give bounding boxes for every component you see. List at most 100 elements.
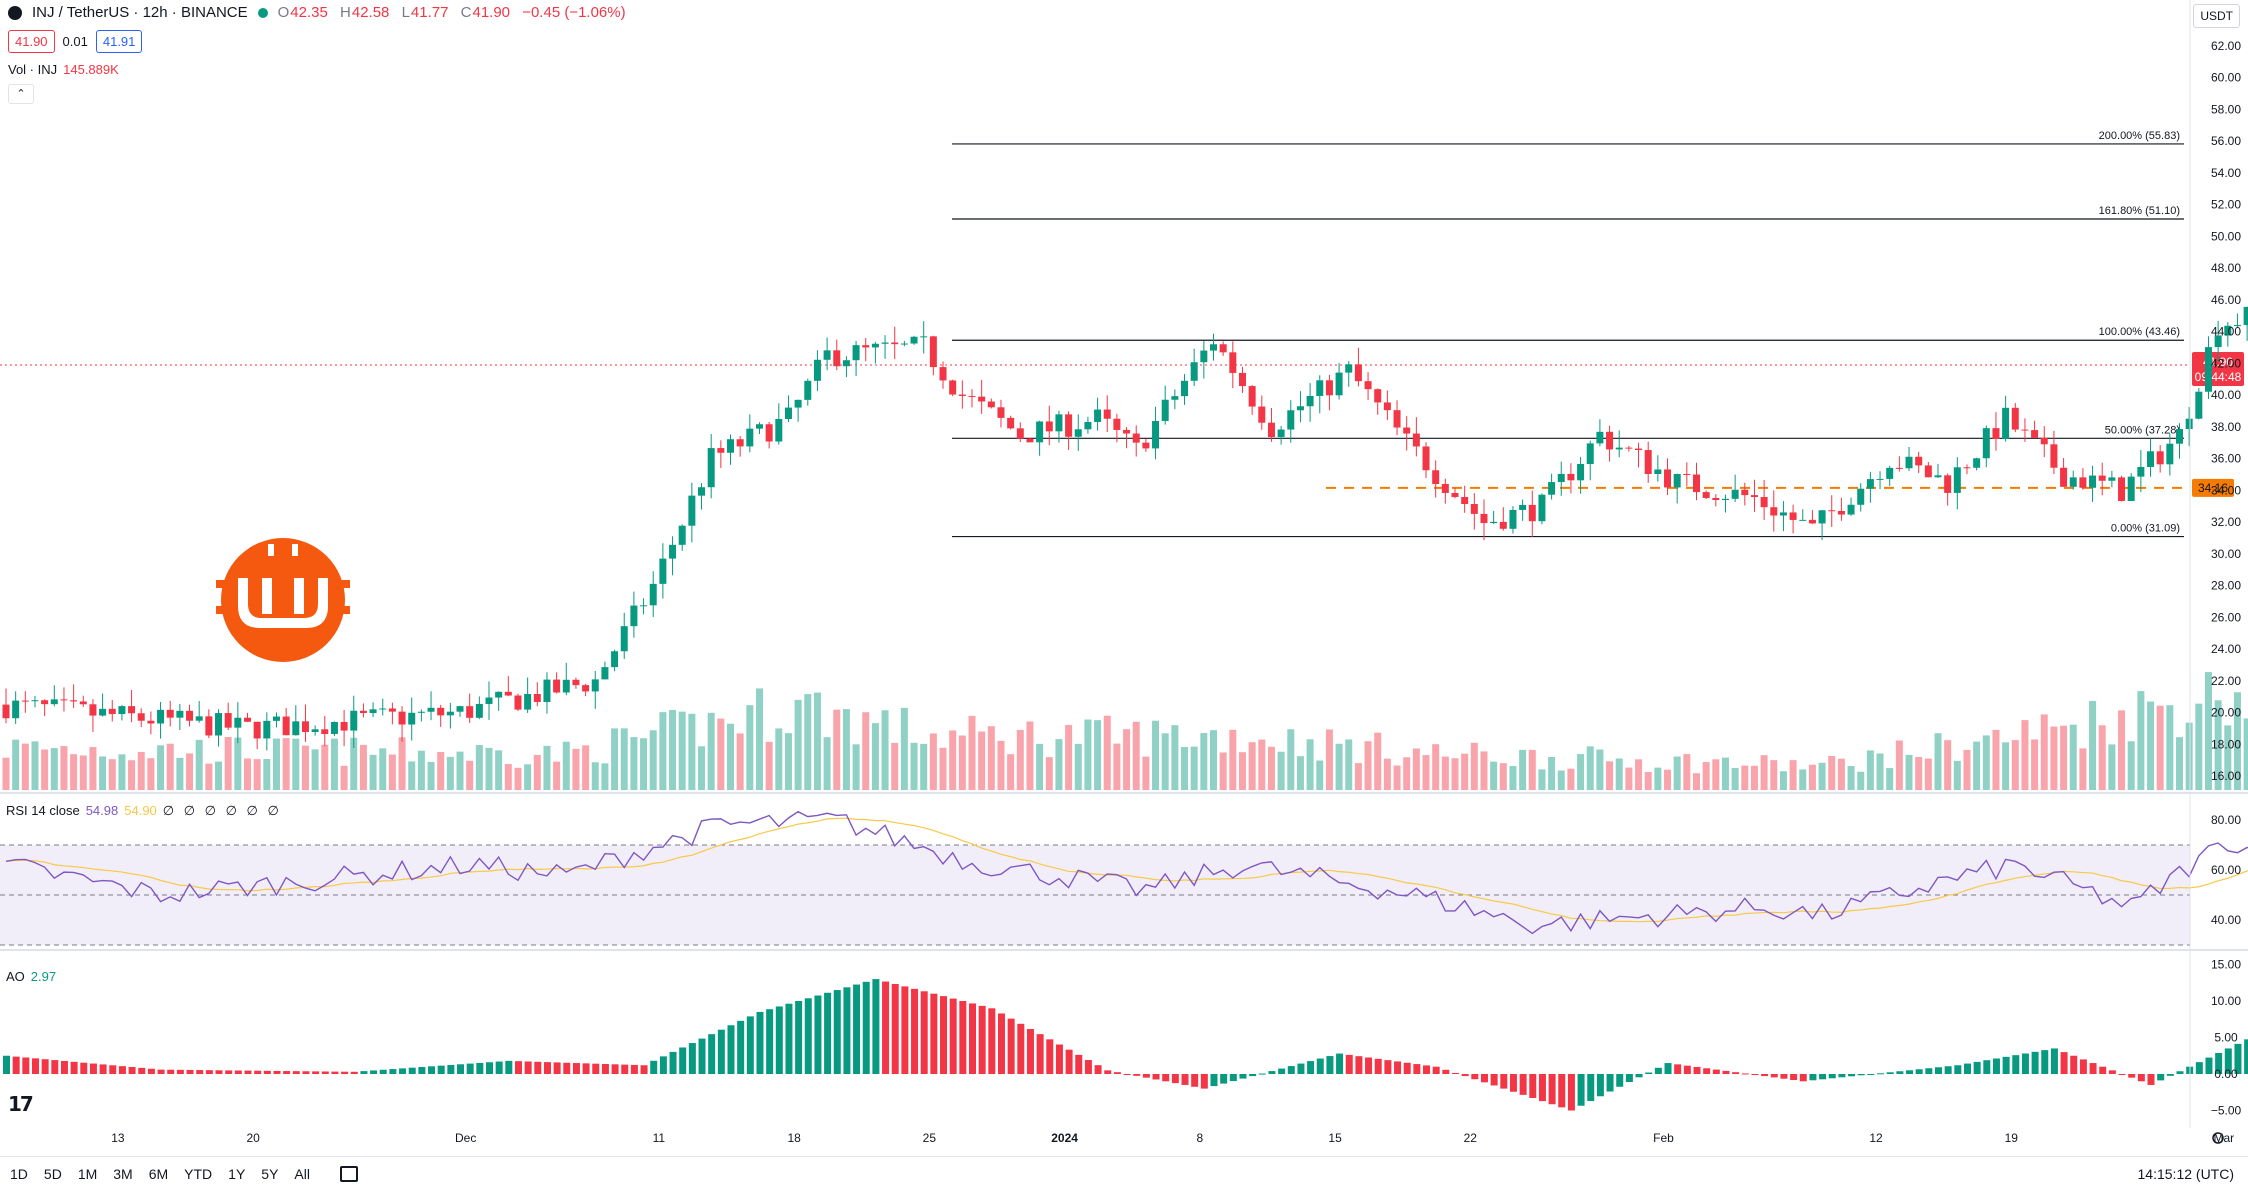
- candle-body: [824, 350, 831, 359]
- ao-bar: [1346, 1055, 1353, 1074]
- volume-bar: [688, 714, 695, 790]
- ao-bar: [1481, 1074, 1488, 1082]
- ao-bar: [592, 1064, 599, 1074]
- range-6m[interactable]: 6M: [149, 1166, 168, 1182]
- candle-body: [717, 448, 724, 453]
- volume-bar: [514, 768, 521, 790]
- range-5y[interactable]: 5Y: [261, 1166, 278, 1182]
- ao-bar: [998, 1013, 1005, 1074]
- volume-bar: [1674, 756, 1681, 790]
- clock[interactable]: 14:15:12 (UTC): [2138, 1166, 2234, 1182]
- ao-bar: [1153, 1074, 1160, 1079]
- volume-bar: [2031, 739, 2038, 790]
- sell-price-button[interactable]: 41.90: [8, 30, 55, 53]
- chart-canvas[interactable]: 200.00% (55.83)161.80% (51.10)100.00% (4…: [0, 0, 2248, 1156]
- volume-bar: [988, 726, 995, 790]
- ao-bar: [254, 1071, 261, 1074]
- candle-body: [302, 721, 309, 732]
- range-3m[interactable]: 3M: [113, 1166, 132, 1182]
- buy-price-button[interactable]: 41.91: [96, 30, 143, 53]
- ao-bar: [1317, 1059, 1324, 1074]
- candle-body: [2157, 451, 2164, 464]
- candle-body: [1886, 468, 1893, 479]
- ao-bar: [370, 1070, 377, 1074]
- range-5d[interactable]: 5D: [44, 1166, 62, 1182]
- candle-body: [997, 407, 1004, 418]
- candle-body: [312, 729, 319, 732]
- candle-body: [1925, 465, 1932, 477]
- candle-body: [437, 708, 444, 716]
- ao-bar: [969, 1003, 976, 1074]
- candle-body: [1983, 428, 1990, 458]
- ao-bar: [457, 1064, 464, 1074]
- candle-body: [1635, 449, 1642, 450]
- candle-body: [1452, 493, 1459, 497]
- candle-body: [746, 429, 753, 447]
- volume-bar: [205, 764, 212, 790]
- range-1y[interactable]: 1Y: [228, 1166, 245, 1182]
- currency-button[interactable]: USDT: [2193, 4, 2240, 28]
- volume-bar: [60, 746, 67, 790]
- ao-bar: [2012, 1055, 2019, 1074]
- ao-bar: [814, 996, 821, 1074]
- ao-bar: [834, 990, 841, 1074]
- symbol-name[interactable]: INJ / TetherUS · 12h · BINANCE: [32, 4, 248, 21]
- candle-body: [1567, 474, 1574, 480]
- price-tick: 58.00: [2211, 102, 2241, 116]
- volume-bar: [785, 733, 792, 790]
- range-1m[interactable]: 1M: [78, 1166, 97, 1182]
- ao-bar: [331, 1072, 338, 1074]
- candle-body: [1171, 396, 1178, 400]
- volume-bar: [1973, 742, 1980, 790]
- volume-bar: [2041, 714, 2048, 790]
- volume-bar: [1055, 739, 1062, 790]
- candle-body: [1297, 406, 1304, 410]
- candle-body: [1423, 446, 1430, 470]
- volume-bar: [1790, 760, 1797, 790]
- ao-bar: [959, 1001, 966, 1074]
- volume-bar: [1142, 757, 1149, 790]
- ao-bar: [1568, 1074, 1575, 1111]
- time-tick: 18: [787, 1131, 801, 1145]
- price-tick: 40.00: [2211, 388, 2241, 402]
- candle-body: [1046, 421, 1053, 431]
- ao-bar: [1674, 1064, 1681, 1074]
- candle-body: [833, 350, 840, 366]
- candle-body: [2195, 392, 2202, 419]
- range-all[interactable]: All: [294, 1166, 310, 1182]
- volume-bar: [505, 764, 512, 790]
- volume-bar: [1374, 733, 1381, 790]
- volume-bar: [1857, 772, 1864, 790]
- rsi-label: RSI 14 close: [6, 803, 80, 818]
- volume-bar: [1703, 762, 1710, 790]
- close-label: C: [461, 4, 472, 21]
- ao-bar: [1046, 1039, 1053, 1074]
- volume-bar: [872, 723, 879, 790]
- collapse-legend-button[interactable]: ⌃: [8, 84, 34, 104]
- volume-bar: [22, 744, 29, 790]
- volume-bar: [2186, 723, 2193, 790]
- candle-body: [2186, 419, 2193, 429]
- high-label: H: [340, 4, 351, 21]
- candle-body: [360, 711, 367, 713]
- ao-bar: [670, 1052, 677, 1074]
- volume-bar: [1693, 773, 1700, 790]
- volume-bar: [1345, 739, 1352, 790]
- ao-bar: [1442, 1070, 1449, 1074]
- candle-body: [495, 692, 502, 698]
- price-tick: 20.00: [2211, 706, 2241, 720]
- ao-bar: [177, 1070, 184, 1074]
- volume-bar: [1326, 729, 1333, 790]
- ao-bar: [1867, 1074, 1874, 1075]
- candle-body: [1693, 475, 1700, 493]
- volume-bar: [399, 737, 406, 790]
- candle-body: [1722, 499, 1729, 500]
- ao-bar: [1017, 1024, 1024, 1074]
- range-1d[interactable]: 1D: [10, 1166, 28, 1182]
- tradingview-logo[interactable]: 17: [8, 1092, 32, 1116]
- candle-body: [1674, 474, 1681, 487]
- volume-bar: [2176, 737, 2183, 790]
- range-ytd[interactable]: YTD: [184, 1166, 212, 1182]
- ao-bar: [1790, 1074, 1797, 1080]
- calendar-icon[interactable]: [340, 1166, 358, 1182]
